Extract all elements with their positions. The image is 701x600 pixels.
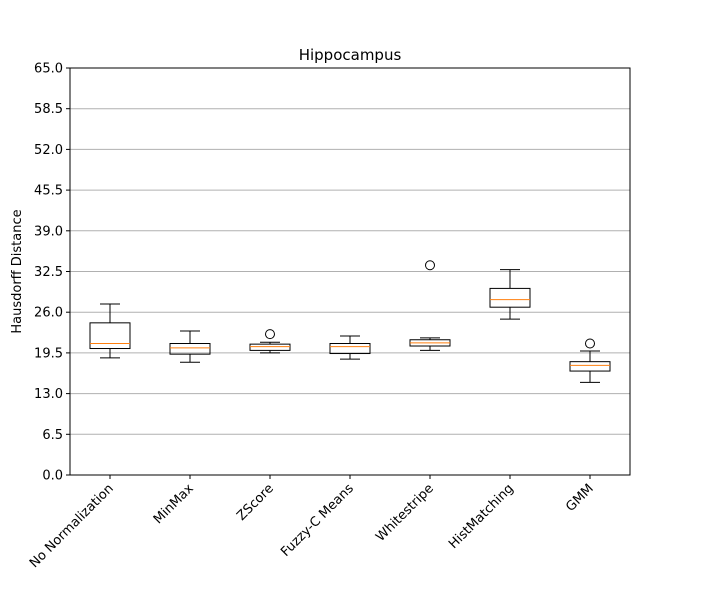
outlier-point — [265, 329, 275, 340]
box-7 — [569, 338, 611, 383]
y-tick-label: 65.0 — [34, 62, 63, 77]
box-1 — [89, 303, 131, 359]
box-5 — [409, 260, 451, 351]
outlier-point — [585, 338, 595, 349]
y-tick-label: 0.0 — [42, 469, 63, 484]
box-iqr — [89, 322, 131, 350]
y-tick-label: 13.0 — [34, 387, 63, 402]
chart-title: Hippocampus — [299, 46, 402, 64]
y-tick-label: 58.5 — [34, 102, 63, 117]
x-tick-label: Fuzzy-C Means — [278, 481, 357, 560]
x-tick-label: Whitestripe — [373, 481, 437, 545]
x-tick-label: HistMatching — [446, 481, 517, 552]
y-tick-label: 45.5 — [34, 184, 63, 199]
y-tick-label: 52.0 — [34, 143, 63, 158]
boxes — [89, 260, 611, 383]
x-tick-label: MinMax — [151, 481, 197, 527]
y-tick-label: 19.5 — [34, 346, 63, 361]
box-4 — [329, 335, 371, 360]
y-tick-label: 6.5 — [42, 428, 63, 443]
box-2 — [169, 330, 211, 363]
box-iqr — [569, 361, 611, 372]
box-6 — [489, 269, 531, 320]
x-tick-label: ZScore — [234, 481, 277, 524]
y-tick-label: 32.5 — [34, 265, 63, 280]
x-axis-ticks: No Normalization MinMax ZScore Fuzzy-C Mean… — [27, 475, 597, 571]
box-iqr — [329, 343, 371, 355]
y-axis-label: Hausdorff Distance — [10, 209, 25, 333]
box-iqr — [489, 287, 531, 308]
grid-lines — [70, 67, 630, 476]
outlier-point — [425, 260, 435, 271]
box-3 — [249, 329, 291, 354]
x-tick-label: GMM — [563, 481, 597, 515]
y-tick-label: 39.0 — [34, 224, 63, 239]
y-axis-ticks: 0.0 6.5 13.0 19.5 26.0 32.5 39.0 45.5 52.0 58.5 65… — [34, 62, 70, 484]
x-tick-label: No Normalization — [27, 481, 117, 571]
box-iqr — [249, 343, 291, 351]
box-iqr — [169, 343, 211, 355]
y-tick-label: 26.0 — [34, 306, 63, 321]
